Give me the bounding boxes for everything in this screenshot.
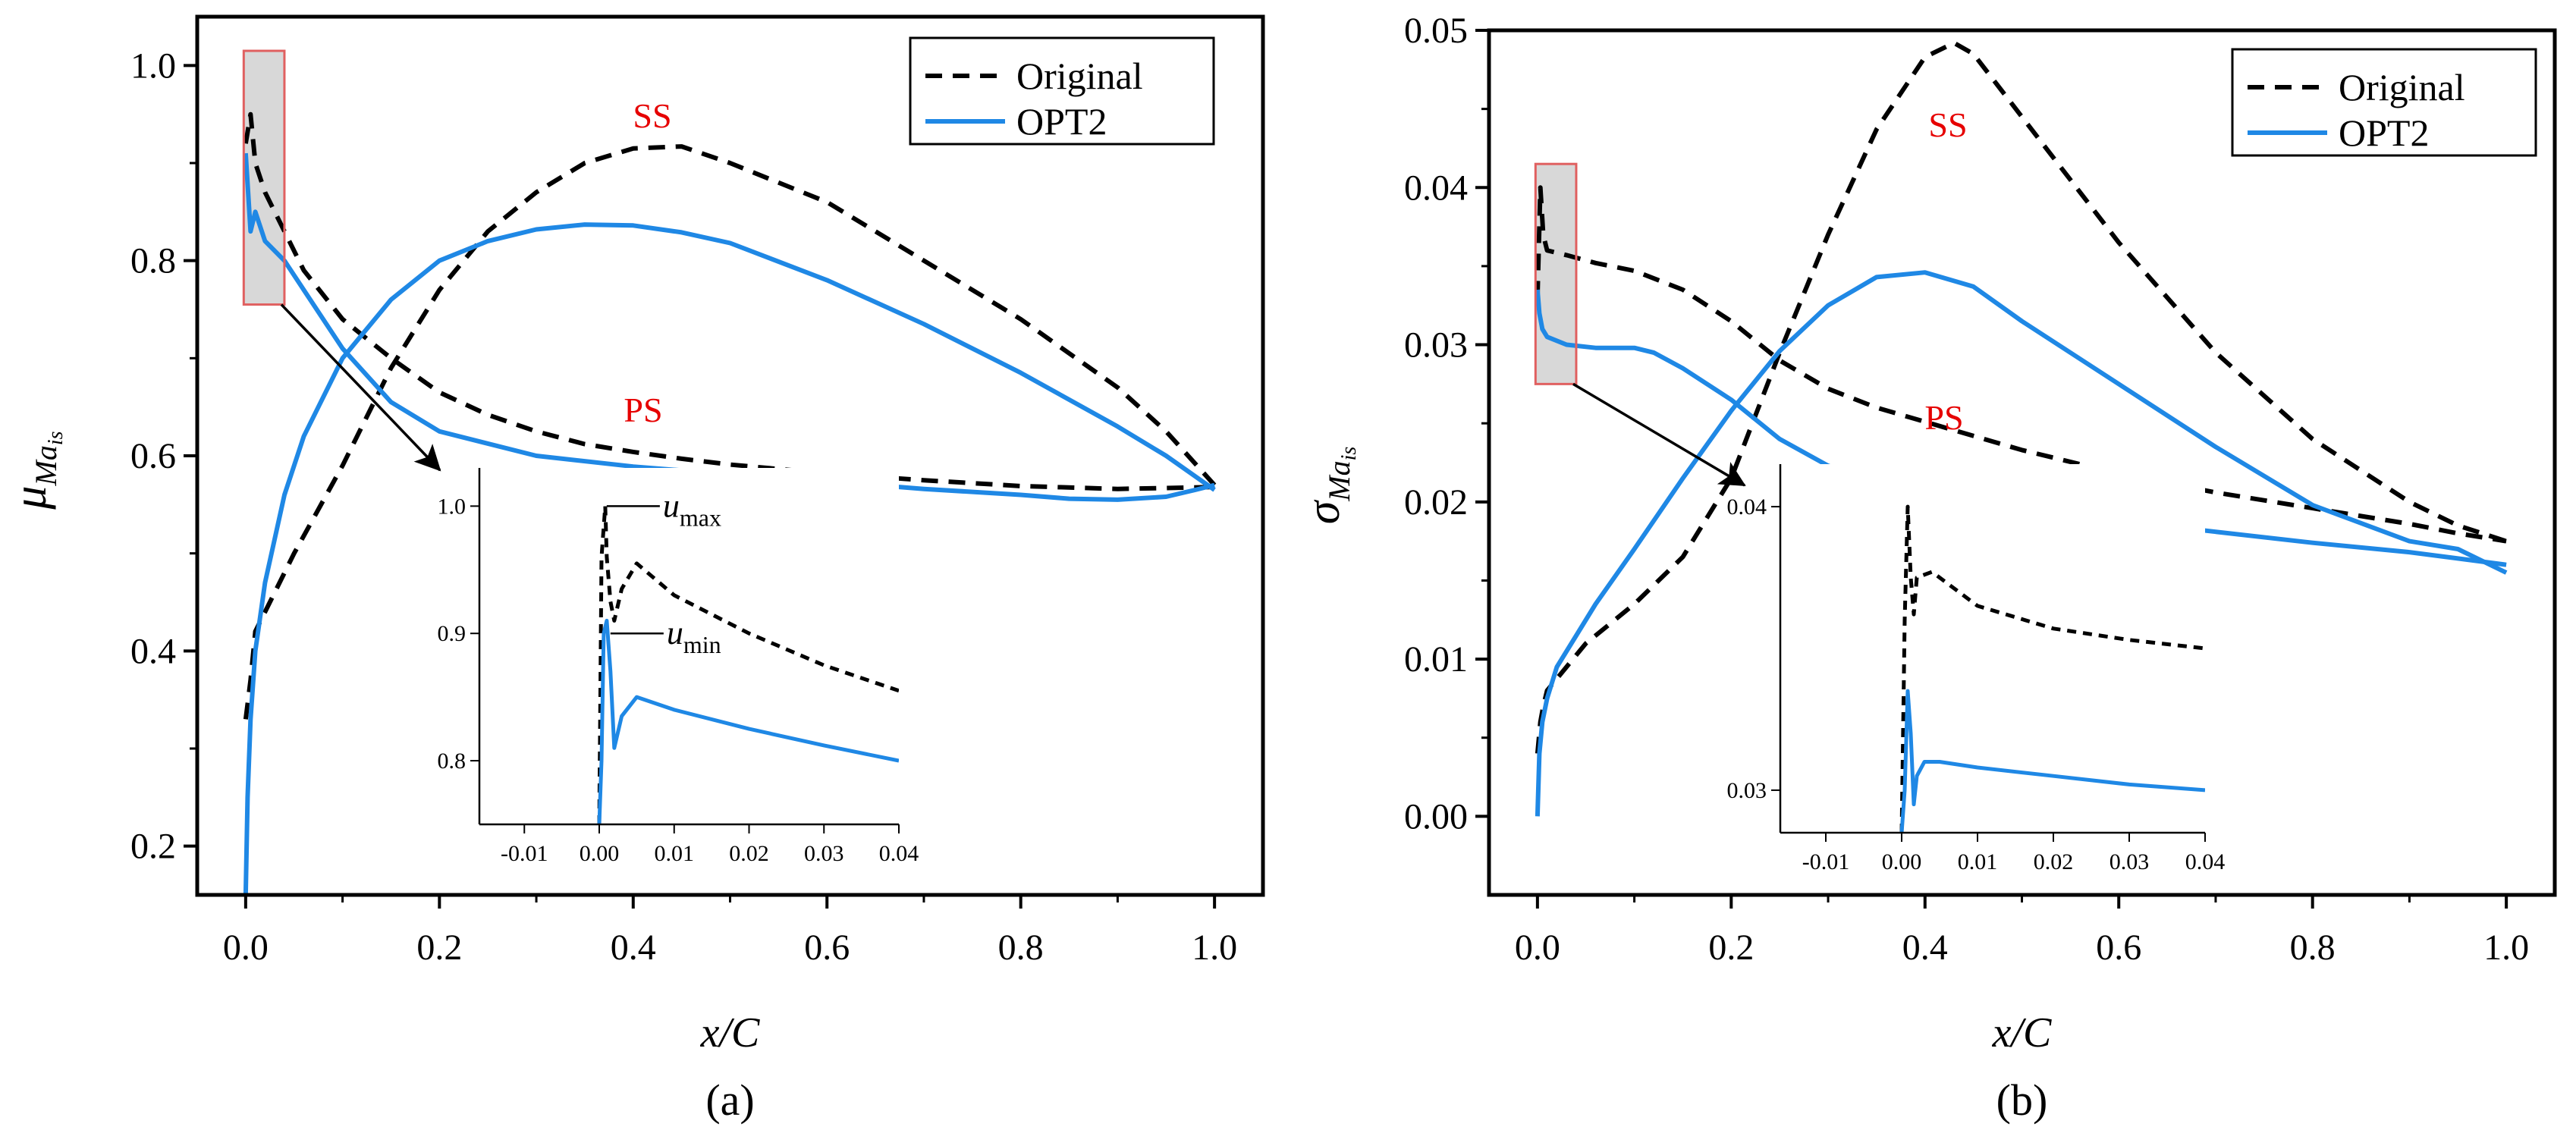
x-tick-label: 0.0 bbox=[223, 928, 269, 968]
annotation-symbol: u bbox=[667, 614, 683, 651]
y-tick-label: 0.2 bbox=[130, 827, 176, 867]
inset-y-tick-label: 0.8 bbox=[438, 749, 467, 774]
inset-x-tick-label: 0.02 bbox=[2034, 849, 2074, 874]
annotation-u-min: umin bbox=[667, 614, 721, 658]
plot-area bbox=[1535, 40, 2508, 817]
inset-plot: -0.01 0.00 0.01 0.02 0.03 0.04 0.03 0.04 bbox=[1727, 464, 2226, 874]
x-tick-label: 0.8 bbox=[998, 928, 1044, 968]
inset-x-tick-label: 0.00 bbox=[580, 841, 620, 866]
inset-x-tick-label: 0.01 bbox=[1958, 849, 1998, 874]
series-line-original-1 bbox=[1535, 40, 2508, 754]
inset-y-tick-label: 1.0 bbox=[438, 494, 467, 519]
annotation-symbol: u bbox=[663, 487, 680, 524]
x-tick-label: 0.2 bbox=[1708, 928, 1754, 968]
inset-x-tick-label: -0.01 bbox=[1802, 849, 1850, 874]
inset-x-tick-label: -0.01 bbox=[501, 841, 548, 866]
x-axis-label: x/C bbox=[700, 1009, 760, 1056]
annotation-u-max: umax bbox=[663, 487, 721, 531]
chart-panel-b: 0.0 0.2 0.4 0.6 0.8 1.0 0.00 0.01 0.02 0.03 0.04 0.… bbox=[1298, 11, 2557, 1125]
x-tick-label: 1.0 bbox=[2483, 928, 2529, 968]
series-line-original-0 bbox=[1535, 185, 2507, 544]
y-axis-symbol: σ bbox=[1298, 499, 1349, 524]
annotation-subscript: min bbox=[683, 631, 721, 658]
panel-label: (a) bbox=[705, 1075, 754, 1125]
y-axis-subscript: Ma bbox=[1322, 460, 1356, 501]
series-line-opt2-1 bbox=[1535, 270, 2508, 817]
series-line-original-0 bbox=[243, 111, 1215, 491]
panel-label: (b) bbox=[1996, 1075, 2048, 1125]
y-tick-label: 0.8 bbox=[130, 241, 176, 281]
annotation-subscript: max bbox=[680, 504, 721, 531]
inset-x-tick-label: 0.04 bbox=[2185, 849, 2226, 874]
inset-x-tick-label: 0.00 bbox=[1882, 849, 1922, 874]
series-line-original-1 bbox=[243, 144, 1217, 720]
x-tick-label: 0.6 bbox=[2096, 928, 2141, 968]
x-tick-label: 0.0 bbox=[1515, 928, 1560, 968]
series-line-opt2-0 bbox=[243, 152, 1215, 502]
legend-label-original: Original bbox=[1016, 55, 1143, 97]
zoom-highlight-border bbox=[1534, 162, 1578, 385]
curve-label-ps: PS bbox=[624, 391, 662, 429]
inset-line-original bbox=[1899, 504, 2205, 833]
inset-x-tick-label: 0.01 bbox=[655, 841, 695, 866]
inset-x-tick-label: 0.03 bbox=[804, 841, 844, 866]
x-tick-label: 0.4 bbox=[1902, 928, 1948, 968]
series-line-opt2-0 bbox=[1535, 289, 2507, 567]
inset-y-tick-label: 0.03 bbox=[1727, 778, 1767, 803]
zoom-arrow bbox=[280, 303, 441, 472]
y-axis-label: σMais bbox=[1298, 447, 1361, 525]
inset-area bbox=[1899, 504, 2205, 833]
y-tick-label: 1.0 bbox=[130, 46, 176, 86]
x-tick-label: 1.0 bbox=[1192, 928, 1237, 968]
zoom-highlight-box bbox=[243, 51, 284, 305]
y-tick-label: 0.00 bbox=[1404, 796, 1468, 837]
inset-line-opt2 bbox=[1899, 689, 2205, 833]
inset-background bbox=[1780, 464, 2205, 833]
chart-panel-a: 0.0 0.2 0.4 0.6 0.8 1.0 0.2 0.4 0.6 0.8 1.0 x/C μMai… bbox=[5, 14, 1265, 1125]
x-tick-label: 0.8 bbox=[2290, 928, 2336, 968]
x-tick-label: 0.6 bbox=[804, 928, 850, 968]
y-tick-label: 0.05 bbox=[1404, 11, 1468, 51]
zoom-highlight-border bbox=[242, 49, 286, 306]
inset-x-tick-label: 0.02 bbox=[729, 841, 769, 866]
legend-label-opt2: OPT2 bbox=[1016, 100, 1107, 143]
legend-box bbox=[2231, 48, 2537, 157]
y-axis-label: μMais bbox=[5, 431, 68, 510]
legend-label-original: Original bbox=[2339, 66, 2465, 108]
inset-x-tick-label: 0.04 bbox=[879, 841, 919, 866]
inset-background bbox=[479, 468, 899, 824]
y-tick-label: 0.6 bbox=[130, 436, 176, 476]
inset-line-original bbox=[597, 504, 899, 824]
x-axis-label: x/C bbox=[1992, 1009, 2052, 1056]
y-axis-subsubscript: is bbox=[1337, 447, 1361, 461]
legend-box bbox=[909, 36, 1215, 146]
legend-label-opt2: OPT2 bbox=[2339, 111, 2429, 154]
y-axis-symbol: μ bbox=[5, 485, 56, 510]
plot-area bbox=[243, 111, 1217, 895]
zoom-arrow bbox=[1572, 382, 1746, 487]
inset-y-tick-label: 0.9 bbox=[438, 621, 467, 646]
inset-y-tick-label: 0.04 bbox=[1727, 494, 1767, 519]
y-tick-label: 0.01 bbox=[1404, 639, 1468, 680]
curve-label-ss: SS bbox=[1928, 105, 1967, 144]
y-tick-label: 0.02 bbox=[1404, 482, 1468, 523]
y-tick-label: 0.4 bbox=[130, 631, 176, 671]
inset-area bbox=[597, 504, 899, 824]
y-tick-label: 0.03 bbox=[1404, 325, 1468, 366]
series-line-opt2-1 bbox=[243, 222, 1216, 895]
curve-label-ss: SS bbox=[633, 96, 671, 135]
x-tick-label: 0.4 bbox=[611, 928, 656, 968]
inset-plot: -0.01 0.00 0.01 0.02 0.03 0.040.80.91.0 umaxum… bbox=[438, 468, 919, 866]
inset-line-opt2 bbox=[597, 618, 899, 824]
y-axis-subscript: Ma bbox=[29, 445, 63, 486]
y-axis-subsubscript: is bbox=[44, 431, 68, 445]
curve-label-ps: PS bbox=[1924, 398, 1963, 437]
y-tick-label: 0.04 bbox=[1404, 168, 1468, 208]
inset-x-tick-label: 0.03 bbox=[2109, 849, 2150, 874]
x-tick-label: 0.2 bbox=[416, 928, 462, 968]
